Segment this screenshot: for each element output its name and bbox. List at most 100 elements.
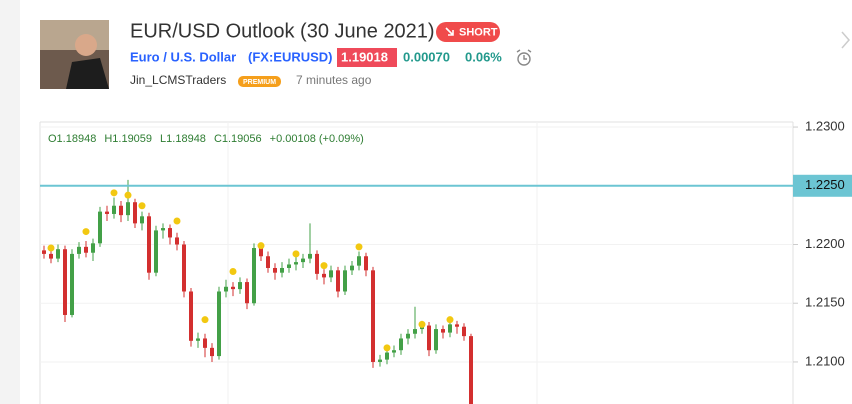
candle-body xyxy=(112,205,116,214)
signal-marker xyxy=(320,262,328,270)
candle-body xyxy=(259,248,263,257)
signal-marker xyxy=(418,320,426,328)
candle-body xyxy=(98,211,102,244)
candle-body xyxy=(126,202,130,216)
candle-body xyxy=(280,267,284,273)
candle-body xyxy=(448,324,452,333)
side-gutter xyxy=(0,0,20,404)
candle-body xyxy=(231,286,235,290)
candle-body xyxy=(364,256,368,271)
signal-marker xyxy=(110,189,118,197)
candle-body xyxy=(294,262,298,265)
next-arrow[interactable] xyxy=(841,31,850,49)
candle-body xyxy=(413,329,417,334)
badge-text: SHORT xyxy=(459,26,498,38)
candle-body xyxy=(182,244,186,292)
candle-body xyxy=(49,253,53,259)
candle-body xyxy=(189,291,193,341)
candle-body xyxy=(385,352,389,360)
idea-title[interactable]: EUR/USD Outlook (30 June 2021) xyxy=(130,20,435,42)
legend-item: O1.18948 xyxy=(48,133,96,145)
candle-body xyxy=(70,253,74,315)
candle-body xyxy=(245,282,249,304)
candles xyxy=(42,179,473,404)
candle-body xyxy=(308,253,312,259)
candle-body xyxy=(273,267,277,273)
candle-body xyxy=(147,216,151,273)
change: 0.00070 xyxy=(403,49,450,64)
candle-body xyxy=(252,248,256,304)
candle-body xyxy=(329,270,333,278)
candle-body xyxy=(343,270,347,292)
candle-body xyxy=(133,202,137,224)
symbol-name[interactable]: Euro / U.S. Dollar xyxy=(130,49,236,64)
time: 7 minutes ago xyxy=(296,73,372,87)
signal-marker xyxy=(138,202,146,210)
legend-item: H1.19059 xyxy=(104,133,152,145)
candle-body xyxy=(287,264,291,268)
short-badge: SHORT xyxy=(436,22,500,42)
avatar xyxy=(40,20,109,89)
candle-body xyxy=(441,329,445,333)
candle-body xyxy=(210,347,214,357)
plot: 1.2300 1.2200 1.2150 1.2100 1.2250 xyxy=(40,118,852,404)
price-badge xyxy=(337,48,397,67)
candle-body xyxy=(217,291,221,357)
candle-body xyxy=(105,211,109,214)
level-label: 1.2250 xyxy=(805,177,845,192)
signal-marker xyxy=(292,250,300,258)
candle-body xyxy=(154,230,158,273)
candle-body xyxy=(322,273,326,278)
candle-body xyxy=(357,256,361,266)
candle-body xyxy=(238,282,242,290)
candle-body xyxy=(224,286,228,292)
signal-marker xyxy=(173,217,181,225)
candle-body xyxy=(161,228,165,231)
candle-body xyxy=(427,325,431,351)
y-tick-label: 1.2300 xyxy=(805,118,845,133)
candle-body xyxy=(378,359,382,362)
candle-body xyxy=(42,250,46,254)
candle-body xyxy=(168,228,172,238)
candle-body xyxy=(469,336,473,404)
candle-body xyxy=(406,333,410,339)
candle-body xyxy=(63,249,67,315)
candle-body xyxy=(336,270,340,292)
level-label-bg xyxy=(793,174,852,197)
candle-body xyxy=(434,329,438,351)
signal-marker xyxy=(82,228,90,236)
candle-body xyxy=(350,265,354,271)
signal-marker xyxy=(383,344,391,352)
author[interactable]: Jin_LCMSTraders xyxy=(130,73,226,87)
signal-marker xyxy=(229,268,237,276)
candle-body xyxy=(462,326,466,337)
y-tick-label: 1.2150 xyxy=(805,295,845,310)
candle-body xyxy=(196,338,200,341)
candle-body xyxy=(455,324,459,327)
signal-marker xyxy=(257,242,265,250)
candle-body xyxy=(91,243,95,253)
ticker[interactable]: (FX:EURUSD) xyxy=(248,49,333,64)
candle-body xyxy=(399,338,403,351)
candle-body xyxy=(203,338,207,348)
change-pct: 0.06% xyxy=(465,49,502,64)
premium-text: PREMIUM xyxy=(243,79,276,86)
alert-icon[interactable] xyxy=(516,49,532,66)
legend-item: +0.00108 (+0.09%) xyxy=(270,133,364,145)
signal-marker xyxy=(355,243,363,251)
candle-body xyxy=(77,246,81,254)
ohlc-legend: O1.18948 H1.19059 L1.18948 C1.19056 +0.00108… xyxy=(48,133,364,145)
candle-body xyxy=(140,216,144,224)
legend-item: C1.19056 xyxy=(214,133,262,145)
signal-marker xyxy=(446,316,454,324)
premium-badge xyxy=(238,76,281,87)
candle-body xyxy=(56,249,60,259)
signal-marker xyxy=(201,316,209,324)
candle-body xyxy=(119,205,123,216)
candle-body xyxy=(84,246,88,253)
signal-marker xyxy=(47,244,55,252)
legend-item: L1.18948 xyxy=(160,133,206,145)
y-tick-label: 1.2100 xyxy=(805,353,845,368)
